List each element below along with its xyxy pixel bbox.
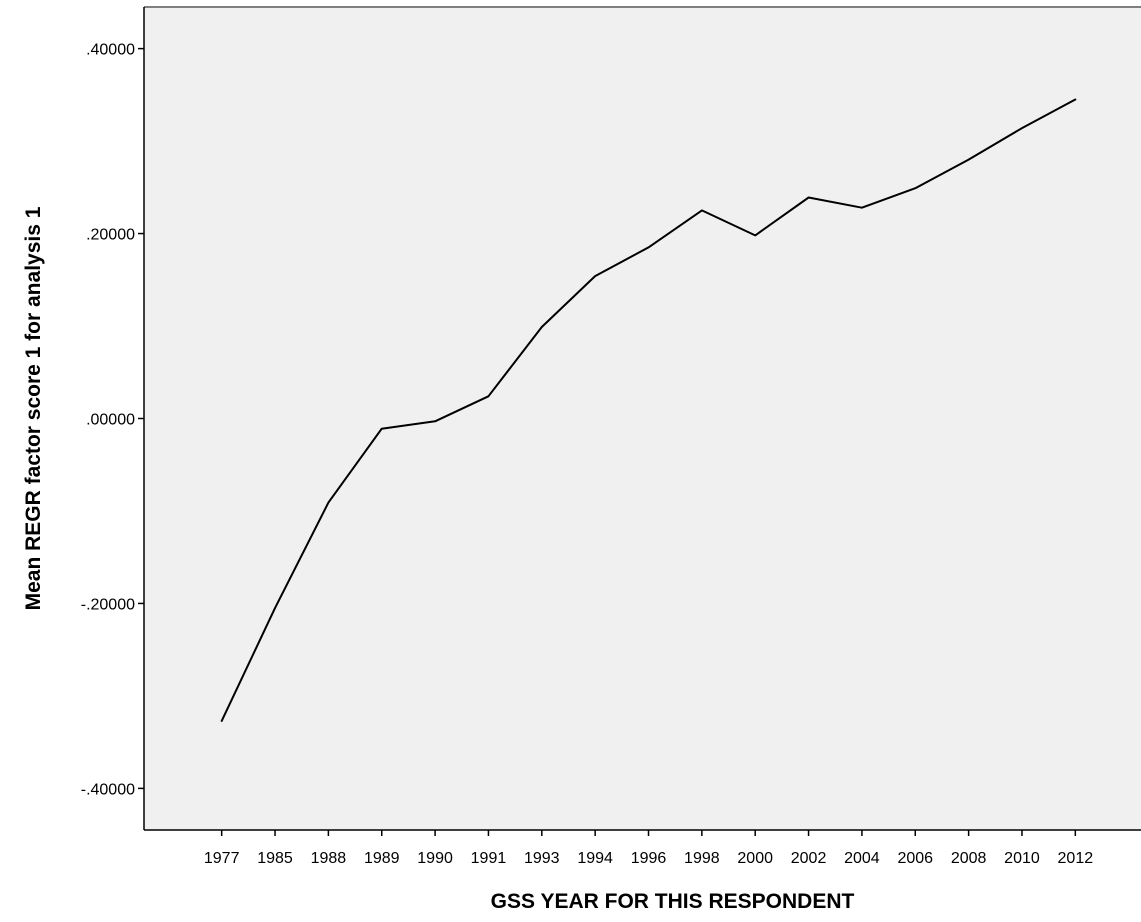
x-tick-label: 2002 [791, 850, 827, 867]
plot-area [144, 7, 1141, 830]
data-point [808, 196, 810, 198]
data-point [487, 395, 489, 397]
y-axis-ticks: .40000 .20000 .00000 -.20000 -.40000 [81, 42, 144, 798]
x-tick-label: 1998 [684, 850, 720, 867]
y-tick-label: -.40000 [81, 781, 135, 798]
data-point [541, 326, 543, 328]
x-axis-ticks: 1977 1985 1988 1989 1990 1991 1993 1994 1996 1998… [204, 830, 1093, 867]
x-tick-label: 2004 [844, 850, 880, 867]
x-tick-label: 2006 [897, 850, 933, 867]
y-tick-label: .00000 [86, 412, 135, 429]
data-point [914, 187, 916, 189]
series-line [220, 98, 1077, 722]
data-point [274, 607, 276, 609]
x-tick-label: 1993 [524, 850, 560, 867]
x-tick-label: 1989 [364, 850, 400, 867]
x-tick-label: 2000 [737, 850, 773, 867]
x-tick-label: 1985 [257, 850, 293, 867]
data-point [221, 720, 223, 722]
data-point [648, 246, 650, 248]
y-tick-label: -.20000 [81, 596, 135, 613]
x-tick-label: 2010 [1004, 850, 1040, 867]
data-point [381, 428, 383, 430]
series-layer [220, 98, 1077, 722]
x-tick-label: 2008 [951, 850, 987, 867]
y-tick-label: .40000 [86, 42, 135, 59]
data-point [1021, 127, 1023, 129]
data-point [594, 275, 596, 277]
x-tick-label: 2012 [1058, 850, 1094, 867]
x-tick-label: 1991 [471, 850, 507, 867]
x-tick-label: 1977 [204, 850, 240, 867]
data-point [754, 234, 756, 236]
x-tick-label: 1996 [631, 850, 667, 867]
x-tick-label: 1988 [311, 850, 347, 867]
y-tick-label: .20000 [86, 227, 135, 244]
x-tick-label: 1990 [417, 850, 453, 867]
data-point [327, 502, 329, 504]
data-point [701, 209, 703, 211]
data-point [1074, 98, 1076, 100]
x-tick-label: 1994 [577, 850, 613, 867]
y-axis-label: Mean REGR factor score 1 for analysis 1 [22, 206, 45, 610]
x-axis-label: GSS YEAR FOR THIS RESPONDENT [491, 890, 855, 913]
data-point [861, 207, 863, 209]
data-point [968, 159, 970, 161]
data-point [434, 420, 436, 422]
